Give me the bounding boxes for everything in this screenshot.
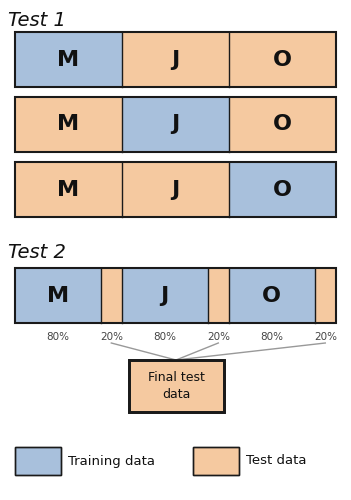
Text: 80%: 80%: [46, 332, 69, 342]
Bar: [229, 32, 336, 87]
Text: Test data: Test data: [246, 454, 306, 468]
Bar: [15, 97, 336, 152]
Bar: [128, 360, 224, 412]
Text: O: O: [273, 114, 292, 134]
Text: J: J: [171, 180, 180, 200]
Bar: [15, 447, 61, 475]
Bar: [122, 268, 207, 323]
Text: M: M: [58, 50, 80, 70]
Text: O: O: [273, 50, 292, 70]
Bar: [15, 162, 336, 217]
Text: O: O: [273, 180, 292, 200]
Bar: [15, 32, 122, 87]
Text: O: O: [262, 286, 281, 306]
Bar: [15, 268, 336, 323]
Bar: [15, 447, 61, 475]
Text: M: M: [58, 114, 80, 134]
Bar: [101, 268, 122, 323]
Bar: [229, 162, 336, 217]
Text: Test 1: Test 1: [8, 10, 66, 29]
Text: Training data: Training data: [68, 454, 155, 468]
Text: M: M: [47, 286, 69, 306]
Text: J: J: [171, 50, 180, 70]
Bar: [207, 268, 229, 323]
Text: J: J: [161, 286, 169, 306]
Bar: [122, 162, 229, 217]
Text: 20%: 20%: [100, 332, 123, 342]
Bar: [122, 97, 229, 152]
Bar: [15, 97, 122, 152]
Bar: [15, 162, 122, 217]
Text: 20%: 20%: [207, 332, 230, 342]
Text: Test 2: Test 2: [8, 244, 66, 262]
Bar: [314, 268, 336, 323]
Bar: [229, 97, 336, 152]
Bar: [128, 360, 224, 412]
Text: 80%: 80%: [260, 332, 283, 342]
Text: 80%: 80%: [153, 332, 176, 342]
Bar: [15, 268, 101, 323]
Text: 20%: 20%: [314, 332, 337, 342]
Text: Final test
data: Final test data: [147, 371, 204, 401]
Bar: [193, 447, 239, 475]
Bar: [15, 32, 336, 87]
Bar: [229, 268, 314, 323]
Bar: [122, 32, 229, 87]
Text: M: M: [58, 180, 80, 200]
Bar: [193, 447, 239, 475]
Text: J: J: [171, 114, 180, 134]
